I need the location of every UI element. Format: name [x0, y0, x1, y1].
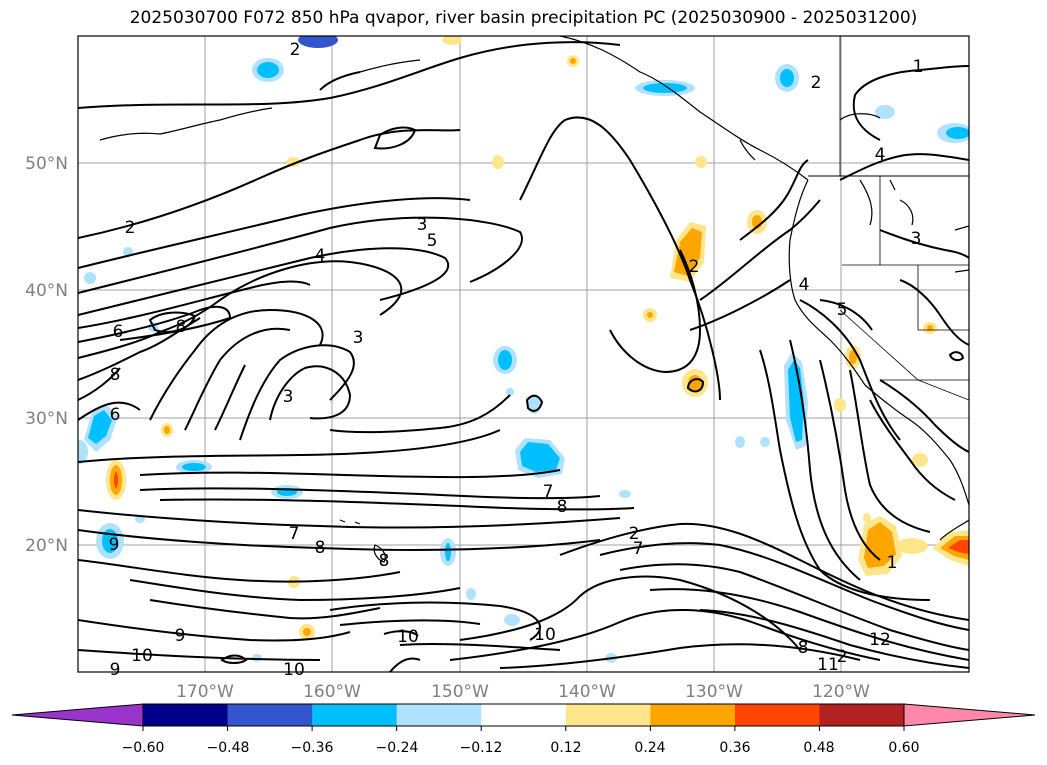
contour-label: 10 — [131, 646, 153, 666]
contour-label: 6 — [113, 322, 124, 342]
contour-label: 9 — [175, 626, 186, 646]
contour-label: 10 — [534, 625, 556, 645]
colorbar-segment — [396, 704, 482, 726]
contour-label: 2 — [125, 218, 136, 238]
contour-label: 5 — [427, 231, 438, 251]
contour-label: 1 — [913, 57, 924, 77]
contour-label: 9 — [109, 535, 120, 555]
contour-label: 8 — [798, 638, 809, 658]
lat-tick-label: 50°N — [25, 154, 68, 174]
contour-label: 12 — [869, 630, 891, 650]
lon-tick-label: 170°W — [176, 682, 234, 702]
lat-tick-label: 30°N — [25, 409, 68, 429]
contour-label: 4 — [799, 275, 810, 295]
contour-label: 2 — [629, 524, 640, 544]
contour-label: 5 — [837, 300, 848, 320]
contour-label: 3 — [911, 229, 922, 249]
colorbar-segment — [481, 704, 567, 726]
contour-label: 6 — [110, 405, 121, 425]
contour-label: 8 — [557, 497, 568, 517]
contour-label: 2 — [811, 73, 822, 93]
colorbar-tick-label: 0.12 — [550, 740, 581, 756]
lon-tick-label: 140°W — [558, 682, 616, 702]
contour-label: 9 — [110, 660, 121, 680]
map-frame — [77, 35, 970, 673]
contour-label: 1 — [887, 553, 898, 573]
colorbar-tick-labels: −0.60 −0.48 −0.36 −0.24 −0.12 0.12 0.24 … — [122, 740, 920, 756]
colorbar-segment — [227, 704, 313, 726]
lon-tick-labels: 170°W 160°W 150°W 140°W 130°W 120°W — [176, 682, 870, 702]
colorbar-segment — [819, 704, 905, 726]
lon-tick-label: 120°W — [812, 682, 870, 702]
lon-tick-label: 130°W — [685, 682, 743, 702]
colorbar-segment — [565, 704, 651, 726]
contour-label: 8 — [176, 317, 187, 337]
contour-label: 2 — [837, 647, 848, 667]
contour-label: 4 — [875, 145, 886, 165]
contour-label: 2 — [290, 40, 301, 60]
colorbar-tick-label: 0.36 — [719, 740, 750, 756]
lat-tick-label: 20°N — [25, 536, 68, 556]
contour-label: 7 — [289, 524, 300, 544]
colorbar-extend-low — [11, 703, 144, 727]
contour-label: 7 — [633, 539, 644, 559]
colorbar-extend-high — [903, 703, 1036, 727]
colorbar-tick-label: 0.60 — [888, 740, 919, 756]
contour-label: 8 — [315, 538, 326, 558]
contour-label: 4 — [315, 246, 326, 266]
lon-tick-label: 160°W — [303, 682, 361, 702]
colorbar — [11, 703, 1036, 731]
contour-label: 11 — [817, 655, 839, 675]
colorbar-tick-label: −0.24 — [376, 740, 419, 756]
lat-tick-labels: 50°N 40°N 30°N 20°N — [25, 154, 68, 556]
colorbar-outline — [142, 703, 905, 727]
lat-tick-label: 40°N — [25, 281, 68, 301]
colorbar-segment — [312, 704, 398, 726]
contour-label: 3 — [353, 328, 364, 348]
colorbar-tick-label: −0.12 — [460, 740, 503, 756]
colorbar-tick-label: 0.48 — [803, 740, 834, 756]
map-title: 2025030700 F072 850 hPa qvapor, river ba… — [129, 8, 918, 28]
contour-label: 8 — [379, 551, 390, 571]
contour-label: 3 — [283, 387, 294, 407]
qvapor-contours — [78, 41, 969, 672]
contour-label: 10 — [397, 627, 419, 647]
colorbar-segment — [143, 704, 229, 726]
contour-label: 7 — [543, 482, 554, 502]
colorbar-tick-label: −0.48 — [207, 740, 250, 756]
lon-tick-label: 150°W — [431, 682, 489, 702]
contour-label: 8 — [110, 365, 121, 385]
colorbar-tick-label: −0.36 — [291, 740, 334, 756]
contour-label: 3 — [417, 215, 428, 235]
contour-labels: 2 1 2 4 2 3 5 4 2 6 8 3 4 3 8 6 3 5 7 8 … — [109, 40, 924, 680]
precip-patches — [78, 36, 969, 663]
coastlines — [99, 36, 969, 563]
colorbar-tick-label: −0.60 — [122, 740, 165, 756]
colorbar-tick-label: 0.24 — [634, 740, 665, 756]
colorbar-segment — [734, 704, 820, 726]
colorbar-segment — [650, 704, 736, 726]
contour-label: 2 — [689, 257, 700, 277]
contour-label: 10 — [283, 660, 305, 680]
